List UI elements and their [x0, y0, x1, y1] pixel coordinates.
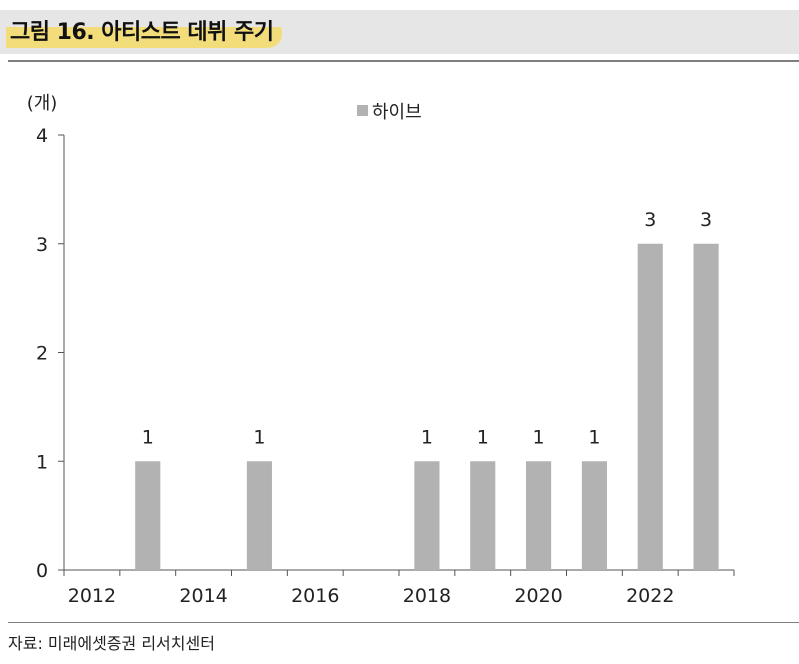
bar [693, 243, 719, 570]
x-tick-label: 2022 [626, 585, 674, 607]
x-tick-label: 2016 [291, 585, 339, 607]
top-rule [8, 60, 799, 62]
y-tick-label: 4 [36, 125, 48, 147]
bar [526, 461, 552, 570]
source-note: 자료: 미래에셋증권 리서치센터 [8, 634, 215, 653]
legend-label: 하이브 [372, 102, 422, 123]
bar-value-label: 1 [421, 426, 433, 448]
x-tick-label: 2012 [68, 585, 116, 607]
y-tick-label: 3 [36, 234, 48, 256]
bar-value-label: 3 [644, 209, 656, 231]
bar-value-label: 1 [588, 426, 600, 448]
bar [135, 461, 161, 570]
bottom-rule [8, 622, 799, 623]
bar [581, 461, 607, 570]
bar-value-label: 1 [142, 426, 154, 448]
bar-value-label: 3 [700, 209, 712, 231]
x-tick-label: 2014 [179, 585, 227, 607]
y-tick-label: 2 [36, 343, 48, 365]
bar-value-label: 1 [477, 426, 489, 448]
bar [637, 243, 663, 570]
bar-value-label: 1 [253, 426, 265, 448]
bar [470, 461, 496, 570]
bar [246, 461, 272, 570]
y-tick-label: 1 [36, 451, 48, 473]
bar-value-label: 1 [533, 426, 545, 448]
x-tick-label: 2020 [514, 585, 562, 607]
figure-title: 그림 16. 아티스트 데뷔 주기 [6, 18, 282, 48]
y-tick-label: 0 [36, 560, 48, 582]
bar [414, 461, 440, 570]
x-tick-label: 2018 [403, 585, 451, 607]
legend-swatch [357, 105, 368, 116]
y-unit-label: (개) [27, 93, 58, 114]
